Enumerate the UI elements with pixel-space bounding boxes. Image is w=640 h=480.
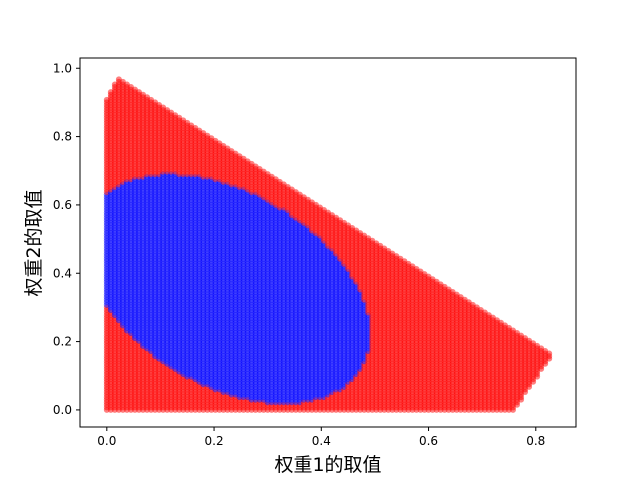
- points-layer: [103, 76, 553, 413]
